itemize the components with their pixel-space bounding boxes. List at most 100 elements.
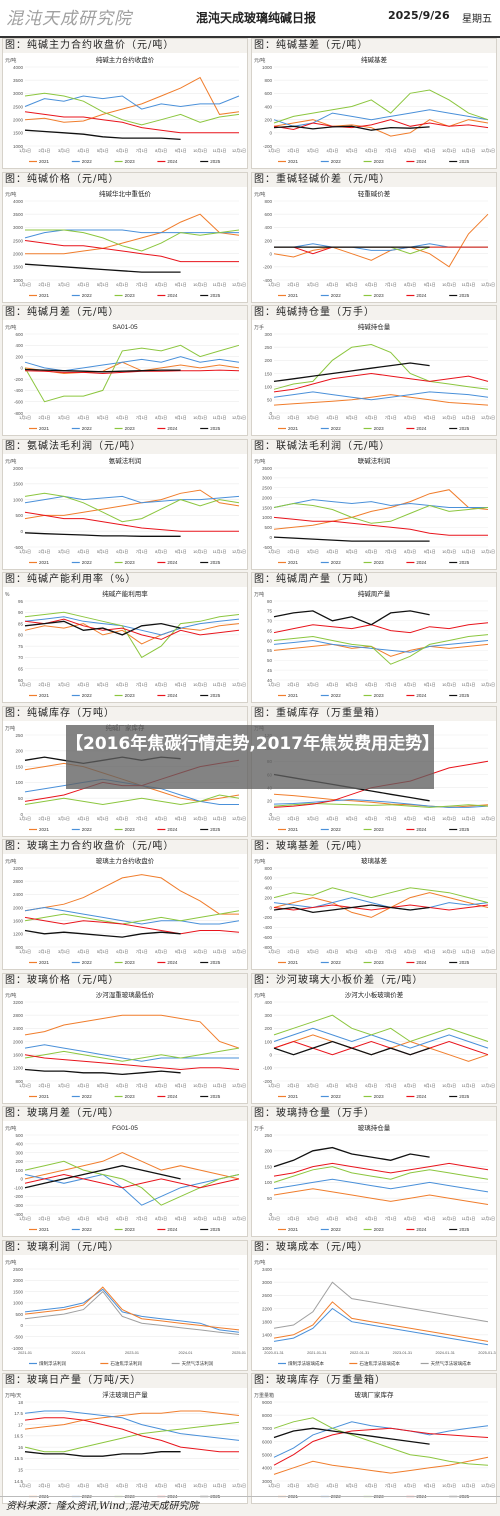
x-tick-label: 2025-01-31 <box>478 1351 496 1355</box>
y-unit: 元/吨 <box>5 324 16 331</box>
panel-heading: 图：重碱轻碱价差（元/吨） <box>252 172 496 187</box>
x-tick-label: 8月1日 <box>404 415 416 420</box>
x-tick-label: 4月1日 <box>326 949 338 954</box>
series-line-2022 <box>273 1027 489 1049</box>
x-tick-label: 7月1日 <box>136 549 148 554</box>
x-tick-label: 11月1日 <box>462 1483 476 1488</box>
x-tick-label: 1月1日 <box>268 949 280 954</box>
legend-label: 2025 <box>210 1094 221 1099</box>
series-line-2025 <box>24 1068 181 1075</box>
x-tick-label: 1月1日 <box>19 949 31 954</box>
y-tick-label: 5000 <box>262 1452 273 1457</box>
y-tick-label: 15 <box>18 1468 24 1473</box>
series-line-2024 <box>24 369 240 375</box>
x-tick-label: 2月1日 <box>39 148 51 153</box>
legend-label: 2023 <box>125 426 136 431</box>
x-tick-label: 10月1日 <box>442 949 456 954</box>
y-tick-label: 2000 <box>13 1278 24 1283</box>
chart-panel: 图：玻璃持仓量（万手） 玻璃持仓量 万手 250 200 150 100 50 0 1月1日 2月1… <box>251 1106 497 1237</box>
series-line-2023 <box>24 344 240 403</box>
x-tick-label: 2022-01 <box>72 1351 86 1355</box>
x-tick-label: 1月1日 <box>19 816 31 821</box>
y-tick-label: -600 <box>14 400 24 405</box>
x-tick-label: 6月1日 <box>365 1483 377 1488</box>
y-tick-label: 75 <box>267 609 273 614</box>
headline-overlay[interactable]: 【2016年焦碳行情走势,2017年焦炭费用走势】 <box>66 725 439 789</box>
y-tick-label: 1000 <box>13 497 24 502</box>
y-unit: 万吨/天 <box>5 1392 21 1399</box>
x-tick-label: 10月1日 <box>193 549 207 554</box>
x-tick-label: 1月1日 <box>19 1483 31 1488</box>
x-tick-label: 8月1日 <box>155 282 167 287</box>
y-tick-label: 3200 <box>13 866 24 871</box>
x-tick-label: 1月1日 <box>268 282 280 287</box>
x-tick-label: 6月1日 <box>365 949 377 954</box>
y-tick-label: 100 <box>264 1039 272 1044</box>
panel-heading: 图：玻璃主力合约收盘价（元/吨） <box>3 840 247 854</box>
series-line-2021 <box>24 1152 240 1180</box>
legend-label: 2023 <box>374 293 385 298</box>
x-tick-label: 6月1日 <box>116 148 128 153</box>
legend-label: 2024 <box>416 159 427 164</box>
x-tick-label: 7月1日 <box>385 1483 397 1488</box>
chart-panel: 图：氨碱法毛利润（元/吨） 氨碱法利润 元/吨 2000 1500 1000 500 0 -50… <box>2 438 248 570</box>
y-tick-label: 80 <box>18 633 24 638</box>
panel-heading: 图：纯碱持仓量（万手） <box>252 306 496 320</box>
y-tick-label: 1000 <box>13 144 24 149</box>
y-tick-label: 2400 <box>13 892 24 897</box>
y-tick-label: -400 <box>14 1212 24 1217</box>
y-unit: 元/吨 <box>5 858 16 865</box>
series-line-石油焦浮法玻璃成本 <box>273 1300 489 1342</box>
y-tick-label: 0 <box>269 1212 272 1217</box>
x-tick-label: 11月1日 <box>213 1483 227 1488</box>
series-line-2022 <box>24 1410 240 1441</box>
y-unit: 元/吨 <box>5 992 16 999</box>
x-tick-label: 10月1日 <box>442 1216 456 1221</box>
legend-label: 2024 <box>416 293 427 298</box>
chart-title: 纯碱主力合约收盘价 <box>96 55 155 64</box>
x-tick-label: 7月1日 <box>385 682 397 687</box>
y-tick-label: -500 <box>14 1334 24 1339</box>
x-tick-label: 4月1日 <box>326 1083 338 1088</box>
y-tick-label: 2800 <box>13 1012 24 1017</box>
y-tick-label: 3000 <box>13 91 24 96</box>
legend-label: 2022 <box>331 560 342 565</box>
legend-label: 2023 <box>125 693 136 698</box>
x-tick-label: 1月1日 <box>268 816 280 821</box>
series-line-2021 <box>25 213 240 254</box>
x-tick-label: 7月1日 <box>385 1216 397 1221</box>
y-tick-label: 200 <box>264 1149 272 1154</box>
y-tick-label: 500 <box>15 1133 23 1138</box>
x-tick-label: 8月1日 <box>155 816 167 821</box>
series-line-2024 <box>273 1040 489 1055</box>
x-tick-label: 11月1日 <box>213 549 227 554</box>
chart-panel: 图：玻璃基差（元/吨） 玻璃基差 元/吨 800 600 400 200 0 -200 -400 -… <box>251 839 497 970</box>
x-tick-label: 6月1日 <box>365 549 377 554</box>
y-tick-label: 800 <box>264 78 272 83</box>
y-tick-label: -400 <box>263 925 273 930</box>
chart-panel: 图：玻璃利润（元/吨） 元/吨 2500 2000 1500 1000 500 0 -500 -1… <box>2 1239 248 1371</box>
x-tick-label: 2月1日 <box>39 1483 51 1488</box>
x-tick-label: 10月1日 <box>193 816 207 821</box>
x-tick-label: 10月1日 <box>193 1216 207 1221</box>
series-line-2025 <box>273 125 430 131</box>
chart-panel: 图：纯碱周产量（万吨） 纯碱周产量 万吨 80 75 70 65 60 55 50 45 40 1月1日… <box>251 572 497 703</box>
page-header: 混沌天成研究院 混沌天成玻璃纯碱日报 2025/9/26 星期五 <box>0 0 500 38</box>
x-tick-label: 8月1日 <box>404 1483 416 1488</box>
series-line-2024 <box>24 511 239 532</box>
legend-label: 2022 <box>331 960 342 965</box>
x-tick-label: 11月1日 <box>213 282 227 287</box>
x-tick-label: 11月1日 <box>213 1083 227 1088</box>
series-line-2021 <box>273 1456 489 1475</box>
x-tick-label: 12月1日 <box>232 949 246 954</box>
x-tick-label: 12月1日 <box>232 1483 246 1488</box>
x-tick-label: 8月1日 <box>404 1083 416 1088</box>
x-tick-label: 11月1日 <box>213 415 227 420</box>
x-tick-label: 11月1日 <box>462 282 476 287</box>
x-tick-label: 6月1日 <box>116 415 128 420</box>
x-tick-label: 1月1日 <box>268 148 280 153</box>
x-tick-label: 4月1日 <box>326 1483 338 1488</box>
legend-label: 2024 <box>416 426 427 431</box>
